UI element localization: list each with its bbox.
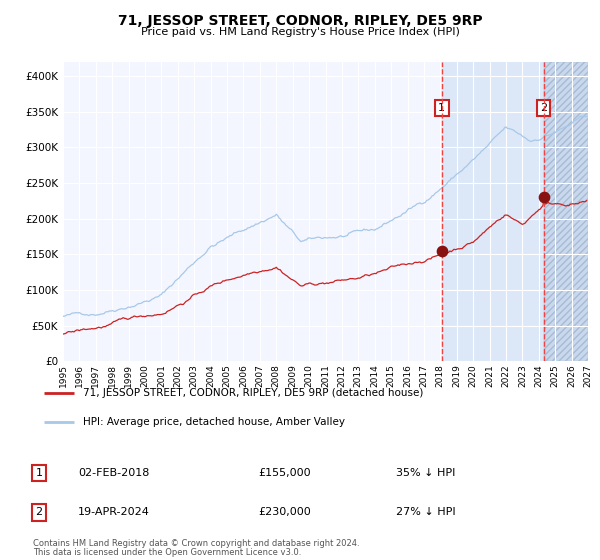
Text: 35% ↓ HPI: 35% ↓ HPI (396, 468, 455, 478)
Text: £230,000: £230,000 (258, 507, 311, 517)
Text: 2: 2 (35, 507, 43, 517)
Text: HPI: Average price, detached house, Amber Valley: HPI: Average price, detached house, Ambe… (83, 417, 344, 427)
Text: £155,000: £155,000 (258, 468, 311, 478)
Bar (544, 62, 588, 361)
Point (437, 246, 446, 255)
Text: 71, JESSOP STREET, CODNOR, RIPLEY, DE5 9RP: 71, JESSOP STREET, CODNOR, RIPLEY, DE5 9… (118, 14, 482, 28)
Text: Contains HM Land Registry data © Crown copyright and database right 2024.: Contains HM Land Registry data © Crown c… (33, 539, 359, 548)
Text: Price paid vs. HM Land Registry's House Price Index (HPI): Price paid vs. HM Land Registry's House … (140, 27, 460, 37)
Text: 71, JESSOP STREET, CODNOR, RIPLEY, DE5 9RP (detached house): 71, JESSOP STREET, CODNOR, RIPLEY, DE5 9… (83, 388, 423, 398)
Text: 27% ↓ HPI: 27% ↓ HPI (396, 507, 455, 517)
Point (539, 193, 549, 202)
Text: 02-FEB-2018: 02-FEB-2018 (78, 468, 149, 478)
Text: 1: 1 (438, 103, 445, 113)
Text: 1: 1 (35, 468, 43, 478)
Bar (442, 62, 588, 361)
Text: 2: 2 (540, 103, 547, 113)
Text: This data is licensed under the Open Government Licence v3.0.: This data is licensed under the Open Gov… (33, 548, 301, 557)
Text: 19-APR-2024: 19-APR-2024 (78, 507, 150, 517)
